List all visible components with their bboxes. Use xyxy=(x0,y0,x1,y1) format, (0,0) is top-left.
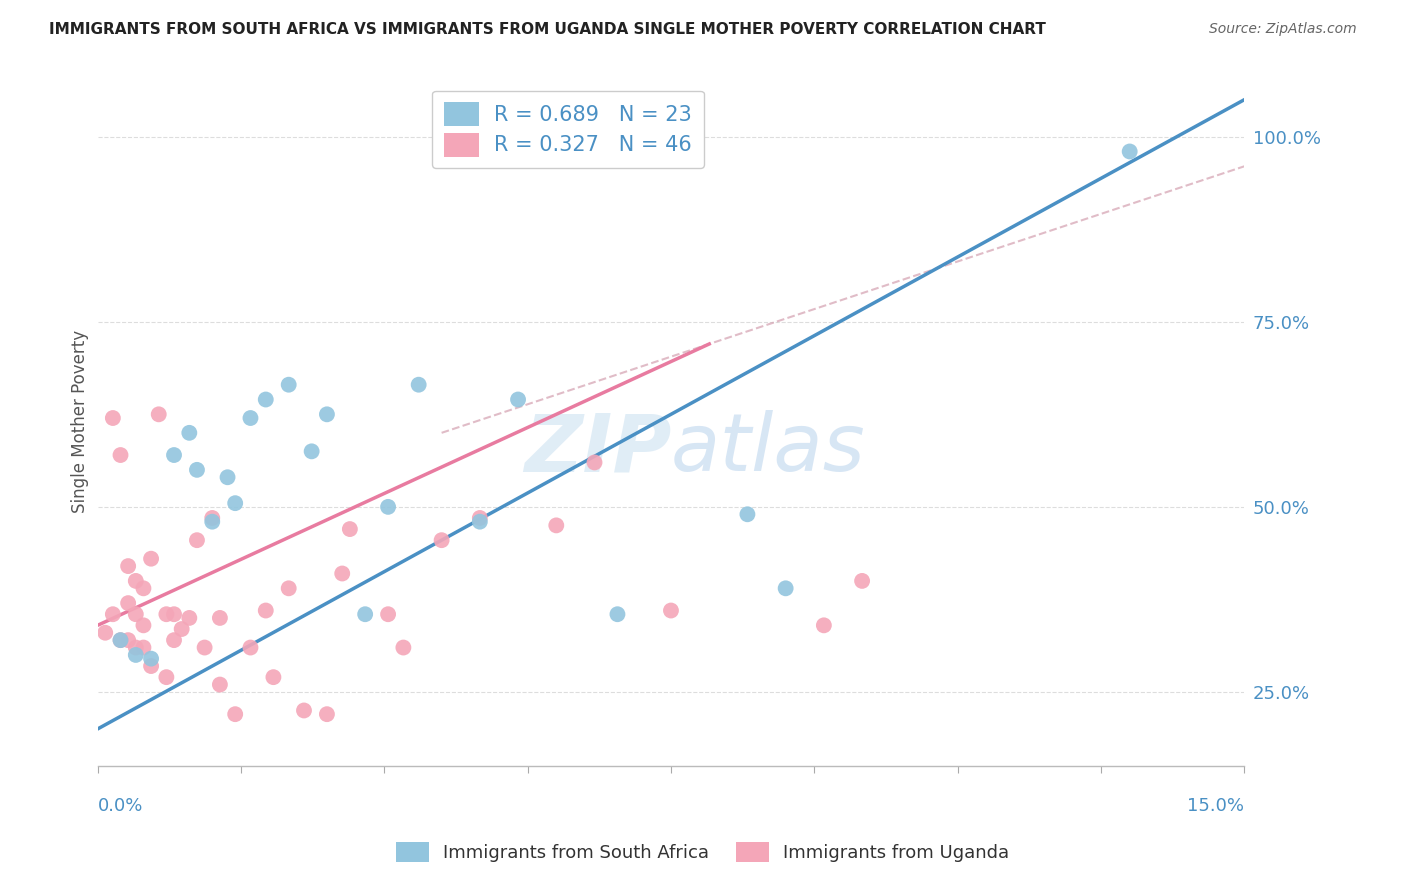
Point xyxy=(737,508,759,522)
Point xyxy=(194,640,217,655)
Point xyxy=(254,603,277,617)
Point xyxy=(201,515,224,529)
Point xyxy=(186,533,208,548)
Text: 15.0%: 15.0% xyxy=(1187,797,1244,814)
Point xyxy=(408,377,430,392)
Point xyxy=(117,633,139,648)
Point xyxy=(125,640,148,655)
Legend: R = 0.689   N = 23, R = 0.327   N = 46: R = 0.689 N = 23, R = 0.327 N = 46 xyxy=(432,91,703,169)
Point xyxy=(239,640,262,655)
Point xyxy=(163,633,186,648)
Point xyxy=(101,607,124,622)
Point xyxy=(110,633,132,648)
Point xyxy=(155,607,177,622)
Point xyxy=(125,574,148,588)
Point xyxy=(224,496,246,510)
Point xyxy=(94,625,117,640)
Text: atlas: atlas xyxy=(671,410,866,488)
Point xyxy=(583,455,606,469)
Point xyxy=(506,392,529,407)
Point xyxy=(179,425,201,440)
Point xyxy=(1118,145,1140,159)
Point xyxy=(132,618,155,632)
Point xyxy=(316,707,339,722)
Y-axis label: Single Mother Poverty: Single Mother Poverty xyxy=(72,330,89,513)
Point xyxy=(377,607,399,622)
Point xyxy=(208,677,231,691)
Point xyxy=(155,670,177,684)
Point xyxy=(546,518,568,533)
Point xyxy=(430,533,453,548)
Point xyxy=(354,607,377,622)
Point xyxy=(101,411,124,425)
Point xyxy=(117,596,139,610)
Text: Source: ZipAtlas.com: Source: ZipAtlas.com xyxy=(1209,22,1357,37)
Point xyxy=(201,511,224,525)
Text: IMMIGRANTS FROM SOUTH AFRICA VS IMMIGRANTS FROM UGANDA SINGLE MOTHER POVERTY COR: IMMIGRANTS FROM SOUTH AFRICA VS IMMIGRAN… xyxy=(49,22,1046,37)
Point xyxy=(468,515,491,529)
Point xyxy=(117,559,139,574)
Point xyxy=(239,411,262,425)
Point xyxy=(125,648,148,662)
Point xyxy=(179,611,201,625)
Point xyxy=(301,444,323,458)
Legend: Immigrants from South Africa, Immigrants from Uganda: Immigrants from South Africa, Immigrants… xyxy=(389,835,1017,870)
Point xyxy=(125,607,148,622)
Point xyxy=(186,463,208,477)
Point xyxy=(163,448,186,462)
Point xyxy=(132,582,155,596)
Point xyxy=(139,651,162,665)
Point xyxy=(132,640,155,655)
Point xyxy=(170,622,193,636)
Point xyxy=(217,470,239,484)
Point xyxy=(208,611,231,625)
Point xyxy=(277,582,299,596)
Point xyxy=(330,566,353,581)
Point xyxy=(316,407,339,421)
Point xyxy=(468,511,491,525)
Point xyxy=(163,607,186,622)
Text: 0.0%: 0.0% xyxy=(97,797,143,814)
Point xyxy=(292,703,315,717)
Point xyxy=(377,500,399,514)
Point xyxy=(775,582,797,596)
Point xyxy=(110,448,132,462)
Point xyxy=(110,633,132,648)
Text: ZIP: ZIP xyxy=(523,410,671,488)
Point xyxy=(659,603,682,617)
Point xyxy=(139,659,162,673)
Point xyxy=(262,670,284,684)
Point xyxy=(392,640,415,655)
Point xyxy=(277,377,299,392)
Point xyxy=(254,392,277,407)
Point xyxy=(339,522,361,536)
Point xyxy=(224,707,246,722)
Point xyxy=(851,574,873,588)
Point xyxy=(606,607,628,622)
Point xyxy=(813,618,835,632)
Point xyxy=(148,407,170,421)
Point xyxy=(139,551,162,566)
